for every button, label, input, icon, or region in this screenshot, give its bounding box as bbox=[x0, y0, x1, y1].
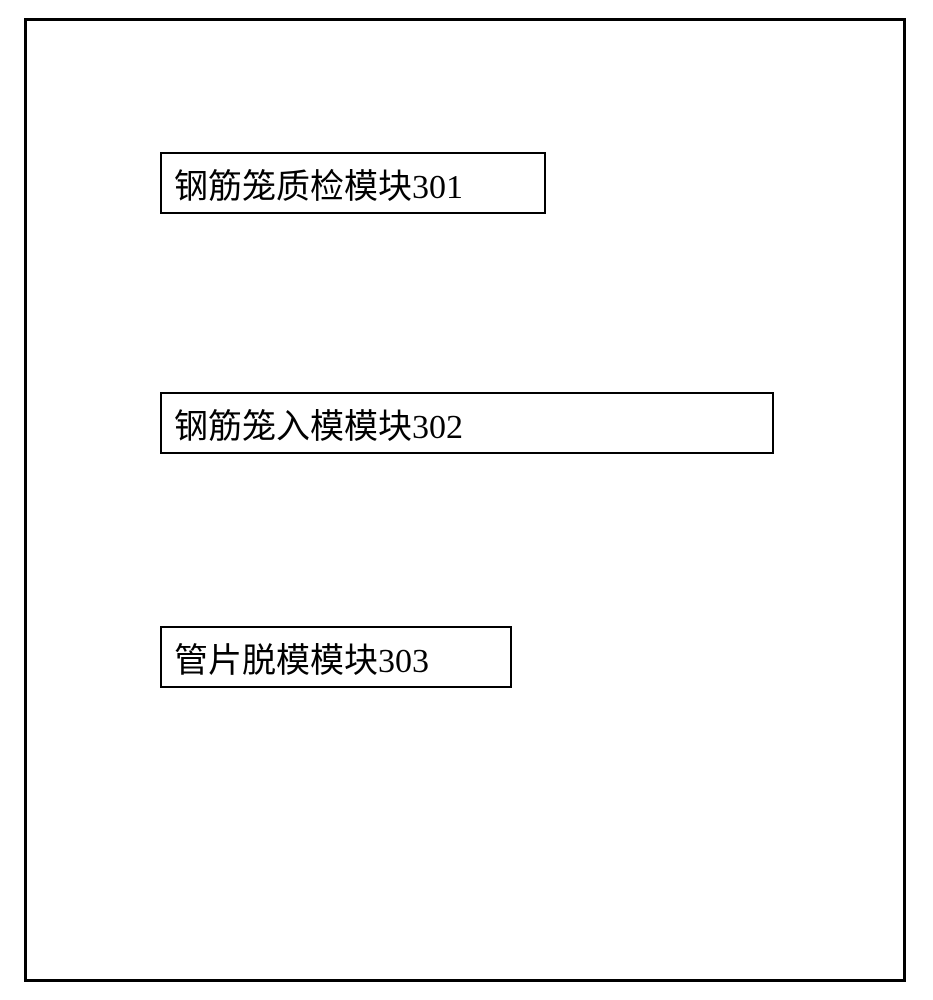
module-box-3: 管片脱模模块303 bbox=[160, 626, 512, 688]
module-box-1: 钢筋笼质检模块301 bbox=[160, 152, 546, 214]
module-label: 管片脱模模块303 bbox=[174, 633, 429, 682]
module-label: 钢筋笼入模模块302 bbox=[174, 399, 463, 448]
module-box-2: 钢筋笼入模模块302 bbox=[160, 392, 774, 454]
module-label: 钢筋笼质检模块301 bbox=[174, 159, 463, 208]
